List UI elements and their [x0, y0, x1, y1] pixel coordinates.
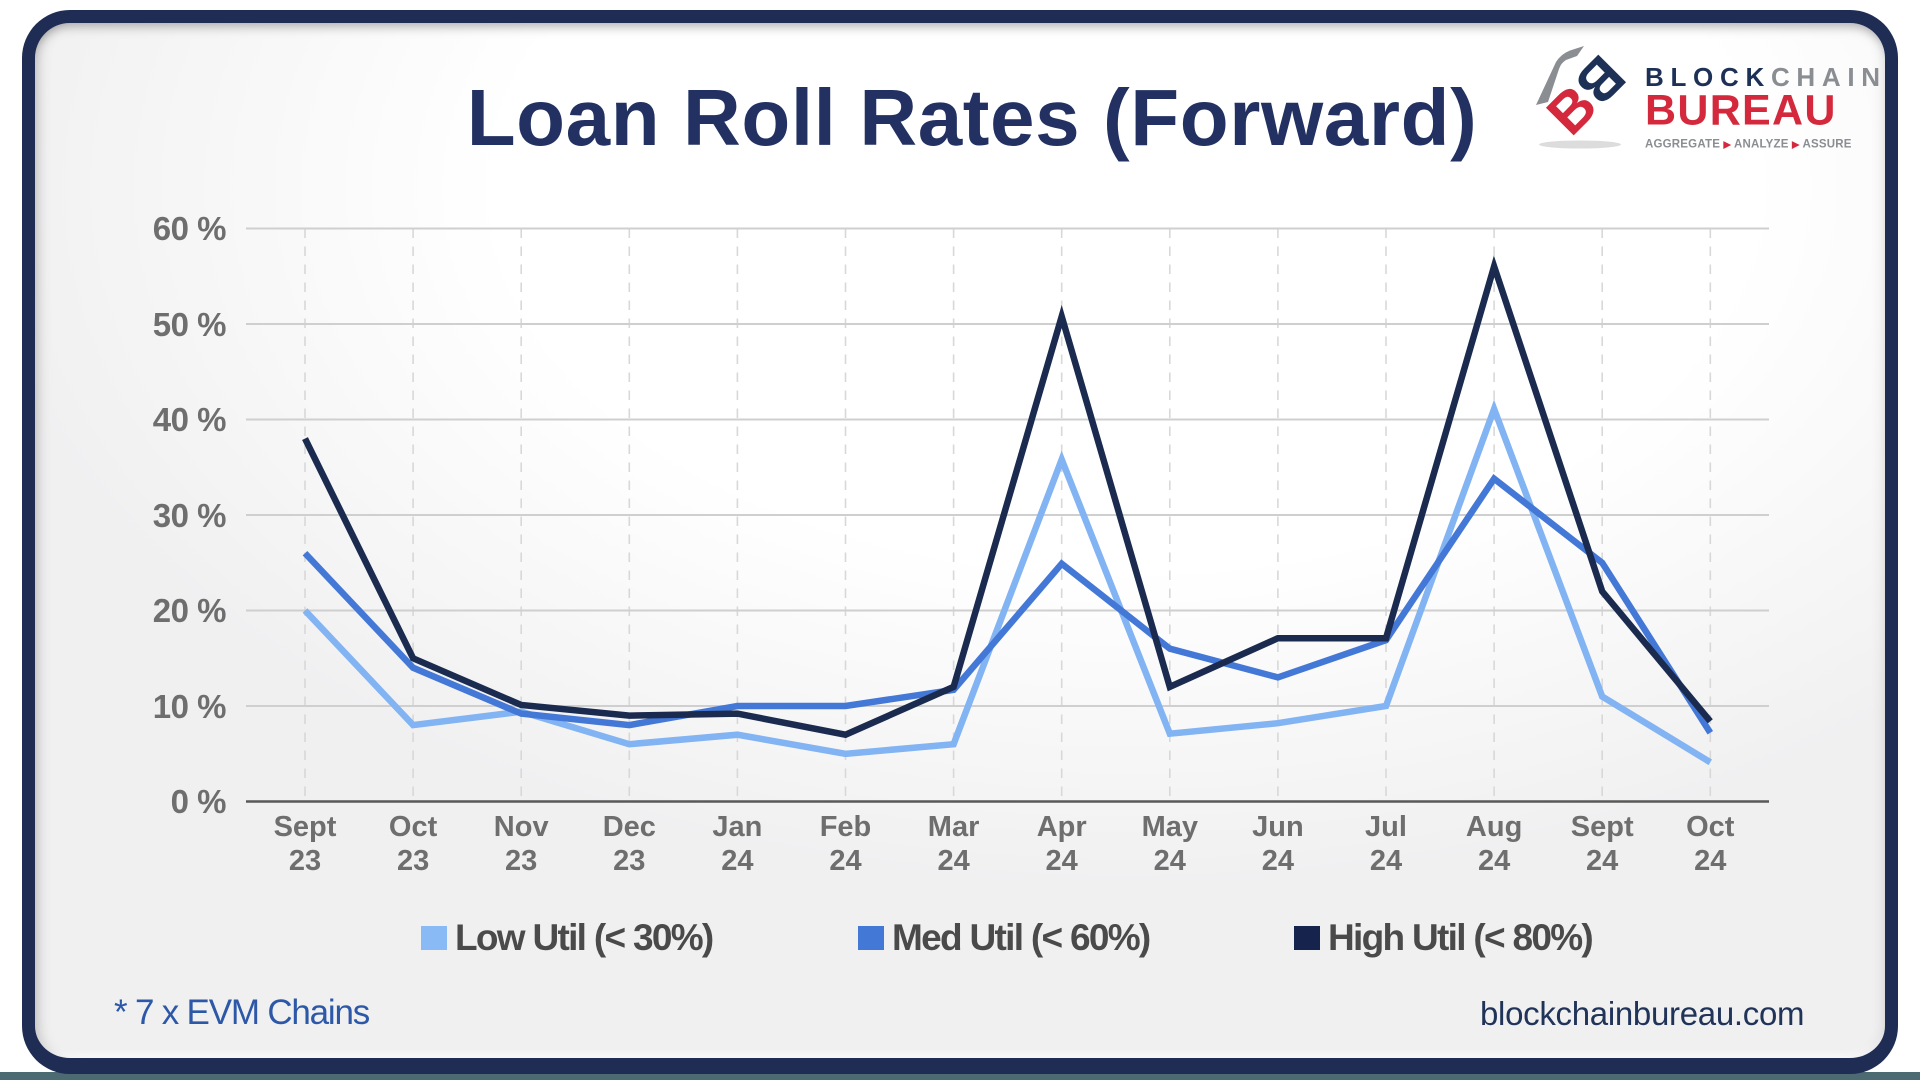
svg-text:BLOCKCHAIN: BLOCKCHAIN	[1645, 62, 1887, 92]
svg-text:BUREAU: BUREAU	[1645, 87, 1837, 135]
svg-text:AGGREGATE ▶ ANALYZE ▶ ASSURE: AGGREGATE ▶ ANALYZE ▶ ASSURE	[1645, 139, 1852, 151]
